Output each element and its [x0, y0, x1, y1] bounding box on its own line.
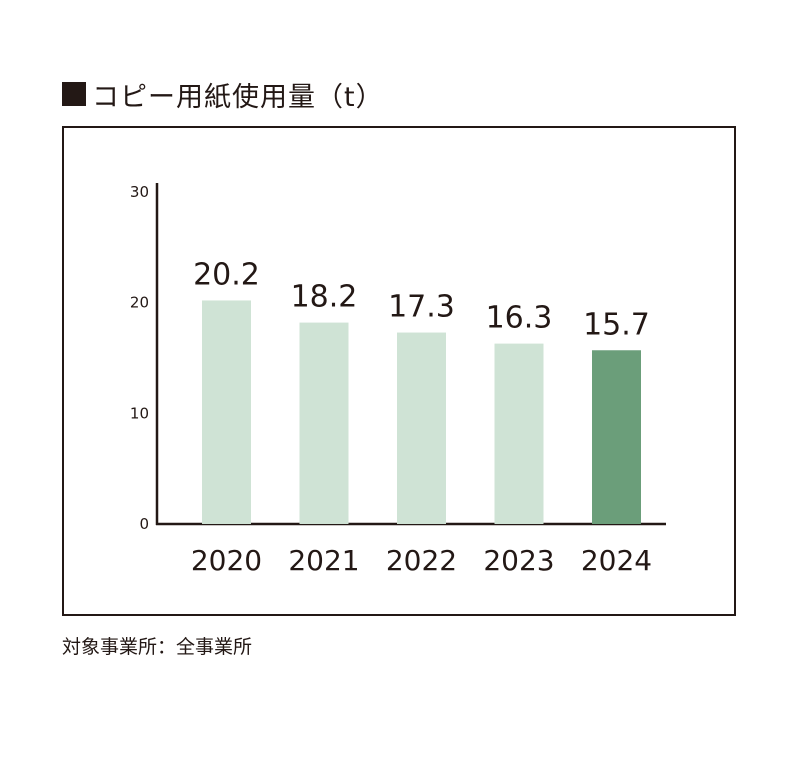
bars — [202, 300, 641, 524]
y-ticks: 0 10 20 30 — [130, 183, 149, 533]
category-labels: 2020 2021 2022 2023 2024 — [191, 544, 652, 577]
scope-note: 対象事業所：全事業所 — [62, 636, 253, 658]
y-tick-label: 0 — [139, 515, 149, 533]
chart-title-text: コピー用紙使用量（t） — [92, 81, 384, 113]
category-label-2023: 2023 — [483, 544, 554, 577]
bar-2022 — [397, 332, 446, 524]
value-label-2022: 17.3 — [388, 290, 455, 325]
y-tick-label: 30 — [130, 183, 149, 201]
title-square-icon — [62, 82, 86, 106]
bar-2023 — [494, 343, 544, 524]
bar-2020 — [202, 300, 251, 524]
category-label-2024: 2024 — [581, 544, 652, 577]
category-label-2020: 2020 — [191, 544, 262, 577]
chart-title: コピー用紙使用量（t） — [62, 74, 384, 114]
value-labels: 20.2 18.2 17.3 16.3 15.7 — [193, 257, 650, 342]
bar-2021 — [299, 322, 349, 524]
y-tick-label: 20 — [130, 294, 149, 312]
value-label-2023: 16.3 — [486, 301, 553, 336]
value-label-2021: 18.2 — [291, 280, 358, 315]
category-label-2022: 2022 — [386, 544, 457, 577]
y-tick-label: 10 — [130, 404, 149, 422]
value-label-2024: 15.7 — [583, 307, 650, 342]
category-label-2021: 2021 — [288, 544, 359, 577]
bar-2024 — [592, 350, 641, 524]
value-label-2020: 20.2 — [193, 257, 260, 292]
chart-frame — [62, 126, 736, 616]
